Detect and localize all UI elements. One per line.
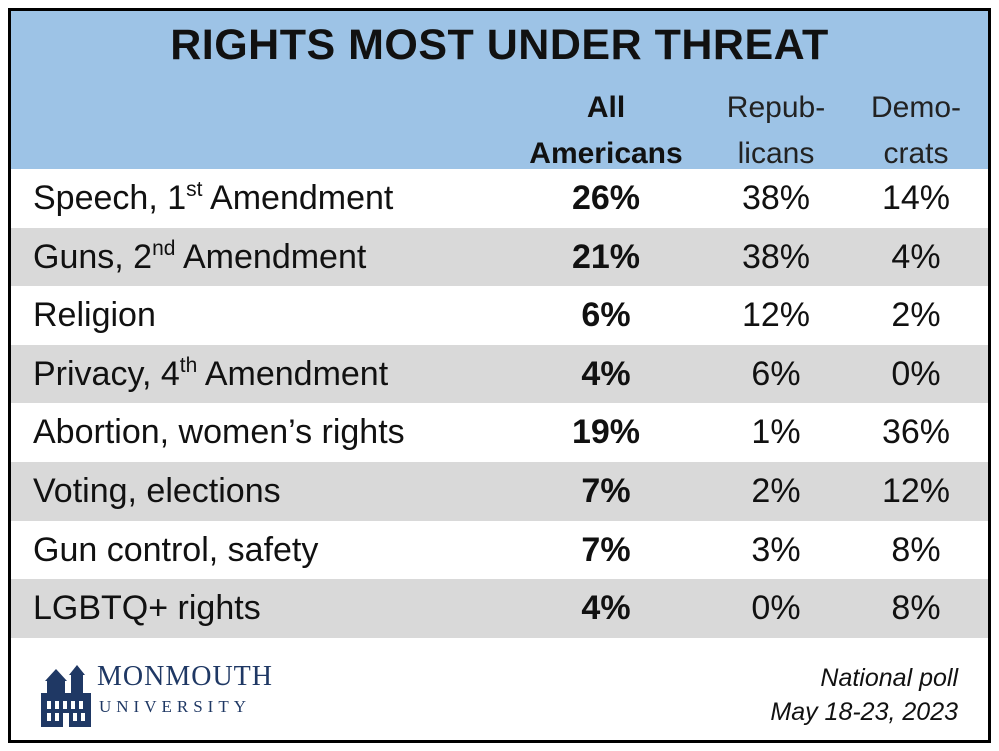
value-all-americans: 7% (581, 471, 631, 510)
column-header-republicans: Repub- licans (691, 85, 861, 177)
value-democrats: 12% (881, 471, 951, 510)
row-label-text: Speech, 1 (33, 179, 187, 217)
row-label-ordinal: st (186, 178, 203, 201)
row-label: Voting, elections (33, 462, 281, 521)
poll-dates: May 18-23, 2023 (770, 698, 958, 726)
row-label: Speech, 1st Amendment (33, 169, 393, 228)
value-democrats: 0% (891, 354, 941, 393)
table-frame: RIGHTS MOST UNDER THREAT All Americans R… (8, 8, 991, 743)
row-label: LGBTQ+ rights (33, 579, 261, 638)
table-header: RIGHTS MOST UNDER THREAT All Americans R… (11, 11, 988, 170)
value-all-americans: 4% (581, 589, 631, 628)
value-republicans: 12% (741, 296, 811, 335)
value-republicans: 3% (751, 530, 801, 569)
table-row: Abortion, women’s rights 19% 1% 36% (11, 403, 988, 462)
table-row: LGBTQ+ rights 4% 0% 8% (11, 579, 988, 638)
row-label-text: Religion (33, 296, 156, 335)
row-label-text: Abortion, women’s rights (33, 413, 405, 452)
column-header-line1: All (586, 91, 626, 124)
value-democrats: 8% (891, 530, 941, 569)
row-label: Guns, 2nd Amendment (33, 228, 366, 287)
column-header-democrats: Demo- crats (851, 85, 981, 177)
row-label-text: Privacy, 4 (33, 354, 180, 393)
value-all-americans: 19% (571, 413, 641, 452)
logo-university: UNIVERSITY (99, 697, 251, 716)
column-header-line2: licans (737, 137, 815, 170)
column-header-line2: Americans (529, 137, 683, 170)
row-label-text: LGBTQ+ rights (33, 589, 261, 628)
row-label: Privacy, 4th Amendment (33, 345, 388, 404)
value-democrats: 4% (891, 237, 941, 276)
value-democrats: 2% (891, 296, 941, 335)
value-all-americans: 7% (581, 530, 631, 569)
value-democrats: 36% (881, 413, 951, 452)
value-democrats: 8% (891, 589, 941, 628)
value-republicans: 6% (751, 354, 801, 393)
table-footer: MONMOUTH UNIVERSITY National poll May 18… (11, 639, 988, 740)
value-all-americans: 21% (571, 237, 641, 276)
building-icon (41, 665, 91, 727)
row-label-suffix: Amendment (202, 179, 394, 217)
poll-type: National poll (820, 664, 958, 692)
logo-name: MONMOUTH (97, 661, 273, 692)
column-header-all-americans: All Americans (511, 85, 701, 177)
row-label-text: Gun control, safety (33, 530, 319, 569)
table-row: Voting, elections 7% 2% 12% (11, 461, 988, 521)
value-republicans: 0% (751, 589, 801, 628)
value-all-americans: 4% (581, 354, 631, 393)
column-header-line1: Demo- (870, 91, 961, 124)
value-republicans: 1% (751, 413, 801, 452)
table-row: Religion 6% 12% 2% (11, 286, 988, 345)
table-row: Gun control, safety 7% 3% 8% (11, 521, 988, 580)
table-row: Guns, 2nd Amendment 21% 38% 4% (11, 227, 988, 287)
row-label-text: Voting, elections (33, 471, 281, 510)
value-republicans: 38% (741, 237, 811, 276)
poll-info: National poll May 18-23, 2023 (770, 661, 958, 729)
table-body: Speech, 1st Amendment 26% 38% 14% Guns, 2nd … (11, 169, 988, 638)
row-label-suffix: Amendment (197, 354, 389, 393)
row-label: Abortion, women’s rights (33, 403, 405, 462)
table-title: RIGHTS MOST UNDER THREAT (170, 21, 829, 69)
column-header-line2: crats (883, 137, 949, 170)
table-row: Speech, 1st Amendment 26% 38% 14% (11, 169, 988, 228)
row-label-text: Guns, 2 (33, 237, 153, 276)
value-republicans: 38% (741, 179, 811, 217)
row-label: Gun control, safety (33, 521, 318, 580)
row-label: Religion (33, 286, 156, 345)
row-label-ordinal: nd (152, 236, 176, 260)
row-label-suffix: Amendment (175, 237, 367, 276)
column-header-line1: Repub- (726, 91, 826, 124)
row-label-ordinal: th (179, 353, 198, 377)
value-republicans: 2% (751, 471, 801, 510)
monmouth-logo: MONMOUTH UNIVERSITY (41, 661, 301, 731)
value-democrats: 14% (881, 179, 951, 217)
value-all-americans: 6% (581, 296, 631, 335)
table-row: Privacy, 4th Amendment 4% 6% 0% (11, 344, 988, 404)
value-all-americans: 26% (571, 179, 641, 217)
